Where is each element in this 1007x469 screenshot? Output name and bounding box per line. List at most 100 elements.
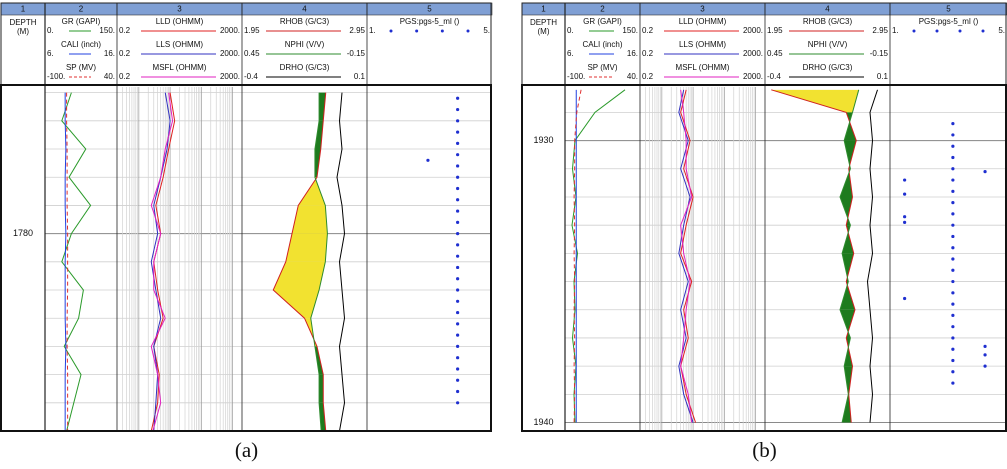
pgs-point — [456, 322, 460, 326]
body-frame — [0, 84, 492, 432]
log-curve — [310, 92, 328, 431]
scale-min: 0.2 — [119, 26, 131, 35]
scale-max: 2000. — [220, 72, 240, 81]
pgs-point — [456, 277, 460, 281]
pgs-point — [456, 265, 460, 270]
pgs-point — [983, 169, 987, 174]
pgs-point — [951, 302, 955, 306]
pgs-point — [951, 381, 955, 385]
pgs-point — [951, 313, 955, 317]
pgs-point — [903, 178, 907, 182]
pgs-point — [456, 356, 460, 360]
curve-name: LLD (OHMM) — [156, 17, 204, 26]
pgs-point — [903, 296, 907, 301]
pgs-point — [983, 364, 987, 368]
scale-min: 0. — [567, 26, 574, 35]
track-number: 1 — [21, 5, 26, 14]
curve-name: CALI (inch) — [61, 40, 101, 49]
scale-max: 16. — [627, 49, 638, 58]
scale-max: -0.15 — [347, 49, 366, 58]
scale-min: -100. — [47, 72, 65, 81]
scale-max: 2000. — [743, 49, 763, 58]
pgs-point — [951, 246, 955, 250]
scale-min: 6. — [47, 49, 54, 58]
pgs-point — [951, 155, 955, 160]
log-curve — [336, 92, 346, 431]
log-curve — [771, 89, 857, 423]
scale-max: 2000. — [220, 49, 240, 58]
log-curve — [680, 89, 693, 423]
track-number: 2 — [79, 5, 84, 14]
legend-dot — [958, 29, 962, 33]
scale-min: 1.95 — [767, 26, 783, 35]
pgs-point — [951, 279, 955, 284]
pgs-point — [456, 198, 460, 202]
track-number: 2 — [600, 5, 605, 14]
scale-min: 0.2 — [119, 72, 131, 81]
log-curve — [272, 92, 327, 431]
curve-name: RHOB (G/C3) — [280, 17, 330, 26]
pgs-point — [951, 144, 955, 148]
depth-unit: (M) — [538, 27, 550, 36]
curve-name: RHOB (G/C3) — [803, 17, 853, 26]
curve-name: GR (GAPI) — [583, 17, 622, 26]
curve-name: NPHI (V/V) — [285, 40, 325, 49]
log-curve — [839, 89, 860, 423]
pgs-point — [983, 353, 987, 357]
pgs-point — [456, 232, 460, 236]
crossover-fill — [273, 261, 326, 291]
pgs-point — [456, 164, 460, 168]
track-number: 3 — [700, 5, 705, 14]
pgs-point — [456, 107, 460, 112]
legend-dot — [389, 29, 393, 33]
scale-max: 150. — [99, 26, 115, 35]
pgs-point — [951, 122, 955, 126]
scale-min: 0.2 — [642, 72, 654, 81]
scale-min: -0.4 — [244, 72, 258, 81]
log-curve — [571, 89, 626, 423]
pgs-point — [951, 336, 955, 340]
curve-name: MSFL (OHMM) — [676, 63, 730, 72]
scale-min: 0.2 — [642, 49, 654, 58]
pgs-point — [903, 192, 907, 196]
pgs-point — [951, 178, 955, 182]
pgs-point — [456, 209, 460, 213]
scale-max: 0.1 — [354, 72, 366, 81]
pgs-point — [951, 133, 955, 137]
crossover-fill — [844, 366, 853, 395]
scale-min: 1. — [369, 26, 376, 35]
pgs-point — [951, 268, 955, 272]
crossover-fill — [314, 346, 324, 375]
pgs-point — [456, 299, 460, 303]
pgs-point — [951, 234, 955, 239]
pgs-point — [456, 367, 460, 371]
curve-name: SP (MV) — [66, 63, 96, 72]
legend-dot — [935, 29, 939, 33]
log-curve — [866, 89, 878, 423]
pgs-point — [456, 153, 460, 157]
caption: (b) — [752, 438, 777, 462]
scale-min: 1.95 — [244, 26, 260, 35]
crossover-fill — [842, 253, 854, 282]
log-curve — [573, 89, 582, 423]
pgs-point — [456, 119, 460, 123]
pgs-point — [951, 223, 955, 227]
track-number: 4 — [825, 5, 830, 14]
log-curve — [150, 92, 174, 431]
crossover-fill — [842, 225, 854, 254]
curve-name: SP (MV) — [587, 63, 617, 72]
scale-max: 40. — [104, 72, 115, 81]
crossover-fill — [771, 89, 859, 113]
scale-max: 2000. — [743, 26, 763, 35]
scale-max: 40. — [627, 72, 638, 81]
pgs-point — [903, 215, 907, 219]
pgs-point — [456, 401, 460, 405]
scale-max: 5. — [483, 26, 490, 35]
curve-name: GR (GAPI) — [62, 17, 101, 26]
pgs-point — [456, 96, 460, 100]
scale-min: 0.2 — [642, 26, 654, 35]
track-number: 5 — [946, 5, 951, 14]
pgs-point — [456, 186, 460, 191]
log-curve — [61, 92, 92, 431]
depth-label: 1780 — [13, 228, 33, 238]
